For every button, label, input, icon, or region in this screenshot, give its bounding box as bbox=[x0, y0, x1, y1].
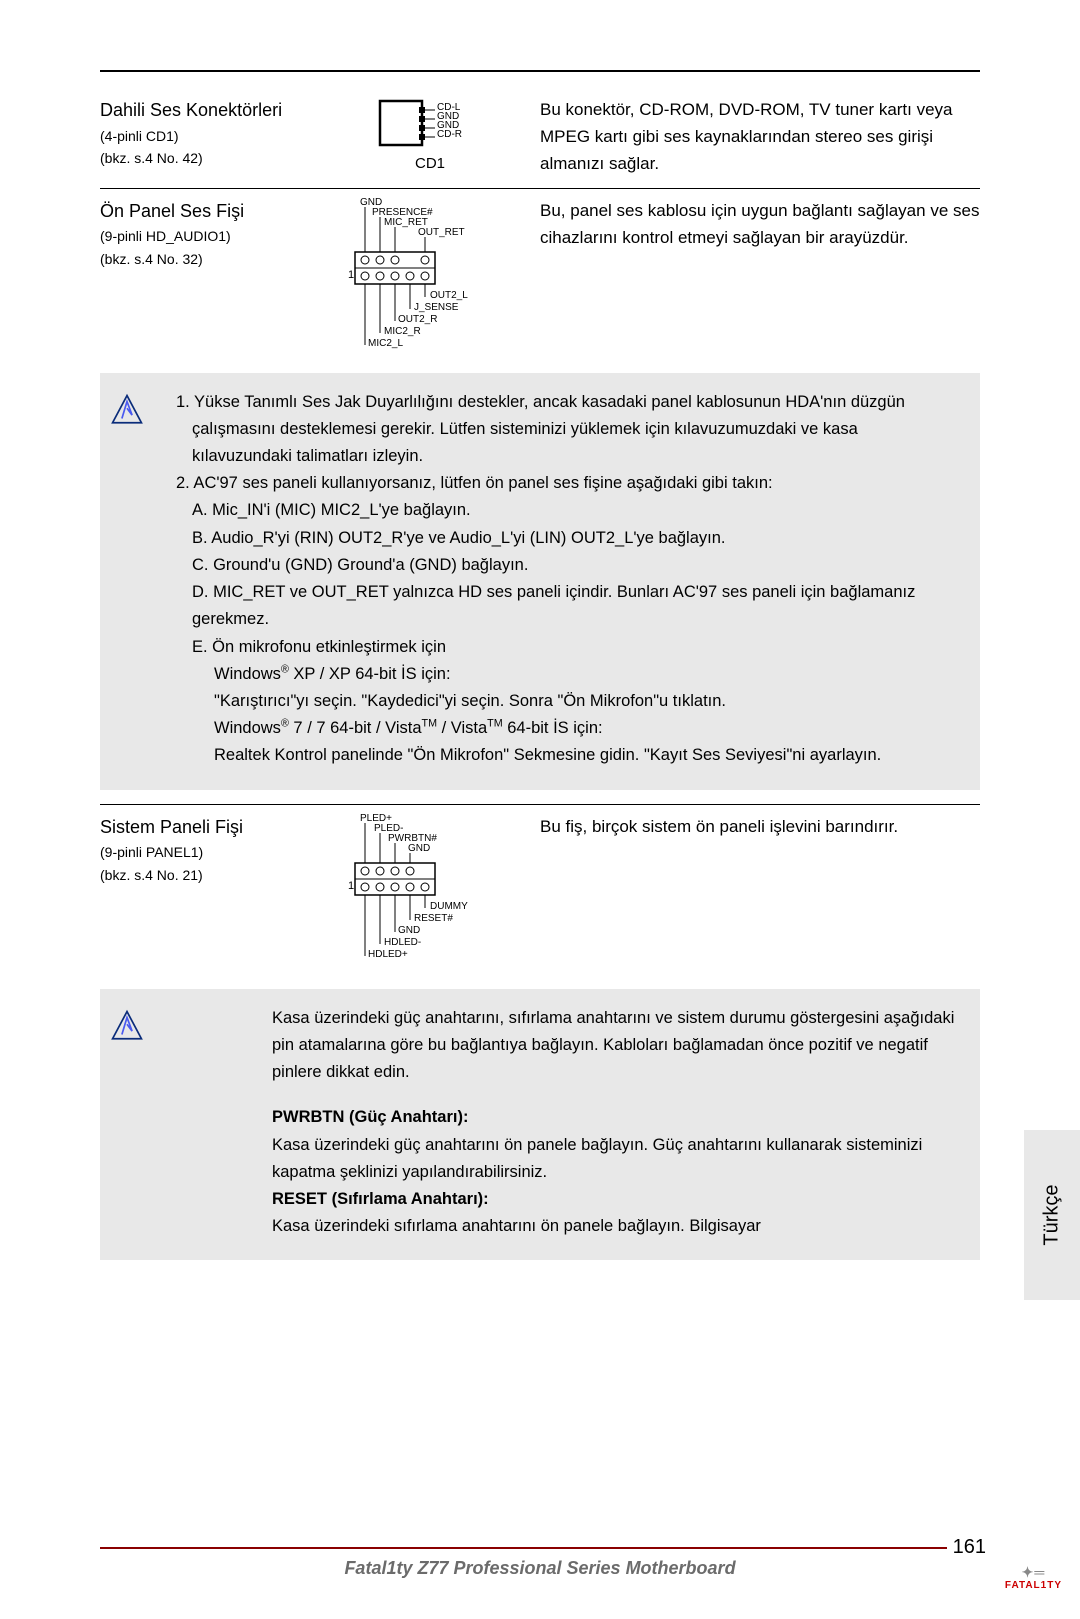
section2-title: Ön Panel Ses Fişi bbox=[100, 197, 320, 226]
info-box-2: Kasa üzerindeki güç anahtarını, sıfırlam… bbox=[100, 989, 980, 1261]
box1-line: 1. Yükse Tanımlı Ses Jak Duyarlılığını d… bbox=[192, 389, 960, 471]
box2-p1: Kasa üzerindeki güç anahtarını, sıfırlam… bbox=[272, 1005, 960, 1087]
box2-p3: Kasa üzerindeki sıfırlama anahtarını ön … bbox=[272, 1213, 960, 1240]
warning-icon bbox=[110, 1009, 144, 1043]
pin-label: OUT2_R bbox=[398, 314, 437, 325]
pin-label: MIC2_R bbox=[384, 326, 421, 337]
section3-sub2: (bkz. s.4 No. 21) bbox=[100, 864, 320, 886]
box1-line: "Karıştırıcı"yı seçin. "Kaydedici"yi seç… bbox=[192, 688, 960, 715]
info-box-1: 1. Yükse Tanımlı Ses Jak Duyarlılığını d… bbox=[100, 373, 980, 790]
box1-line: B. Audio_R'yi (RIN) OUT2_R'ye ve Audio_L… bbox=[192, 525, 960, 552]
section3-sub1: (9-pinli PANEL1) bbox=[100, 841, 320, 863]
section1-sub1: (4-pinli CD1) bbox=[100, 125, 320, 147]
box2-h2: RESET (Sıfırlama Anahtarı): bbox=[272, 1186, 960, 1213]
hd-audio-diagram bbox=[340, 197, 480, 367]
box1-line: E. Ön mikrofonu etkinleştirmek için bbox=[192, 634, 960, 661]
footer-line bbox=[100, 1547, 980, 1549]
section1-sub2: (bkz. s.4 No. 42) bbox=[100, 147, 320, 169]
box1-line: 2. AC'97 ses paneli kullanıyorsanız, lüt… bbox=[192, 470, 960, 497]
warning-icon bbox=[110, 393, 144, 427]
pin-label: OUT2_L bbox=[430, 290, 468, 301]
pin-label: DUMMY bbox=[430, 901, 468, 912]
section3-title: Sistem Paneli Fişi bbox=[100, 813, 320, 842]
pin-label: MIC2_L bbox=[368, 338, 403, 349]
box2-h1: PWRBTN (Güç Anahtarı): bbox=[272, 1104, 960, 1131]
language-tab: Türkçe bbox=[1024, 1130, 1080, 1300]
pin-label: J_SENSE bbox=[414, 302, 458, 313]
cd1-diagram bbox=[375, 96, 485, 156]
box1-line: Windows® XP / XP 64-bit İS için: bbox=[192, 661, 960, 688]
box1-line: C. Ground'u (GND) Ground'a (GND) bağlayı… bbox=[192, 552, 960, 579]
section1-title: Dahili Ses Konektörleri bbox=[100, 96, 320, 125]
cd1-label: CD1 bbox=[415, 152, 445, 176]
footer-title: Fatal1ty Z77 Professional Series Motherb… bbox=[0, 1554, 1080, 1583]
pin-label: GND bbox=[398, 925, 420, 936]
section2-sub2: (bkz. s.4 No. 32) bbox=[100, 248, 320, 270]
box1-line: Realtek Kontrol panelinde "Ön Mikrofon" … bbox=[192, 742, 960, 769]
section3-desc: Bu fiş, birçok sistem ön paneli işlevini… bbox=[540, 813, 980, 983]
box2-p2: Kasa üzerindeki güç anahtarını ön panele… bbox=[272, 1132, 960, 1186]
pin-label: RESET# bbox=[414, 913, 453, 924]
pin1-label: 1 bbox=[348, 267, 354, 285]
fatal1ty-logo: ✦═ FATAL1TY bbox=[1005, 1565, 1062, 1591]
panel1-diagram bbox=[340, 813, 480, 983]
pin1-label: 1 bbox=[348, 878, 354, 896]
pin-label: CD-R bbox=[437, 129, 462, 140]
section2-sub1: (9-pinli HD_AUDIO1) bbox=[100, 225, 320, 247]
box1-line: Windows® 7 / 7 64-bit / VistaTM / VistaT… bbox=[192, 715, 960, 742]
pin-label: HDLED+ bbox=[368, 949, 408, 960]
box1-line: D. MIC_RET ve OUT_RET yalnızca HD ses pa… bbox=[192, 579, 960, 633]
section2-desc: Bu, panel ses kablosu için uygun bağlant… bbox=[540, 197, 980, 367]
box1-line: A. Mic_IN'i (MIC) MIC2_L'ye bağlayın. bbox=[192, 497, 960, 524]
section1-desc: Bu konektör, CD-ROM, DVD-ROM, TV tuner k… bbox=[540, 96, 980, 178]
pin-label: HDLED- bbox=[384, 937, 421, 948]
